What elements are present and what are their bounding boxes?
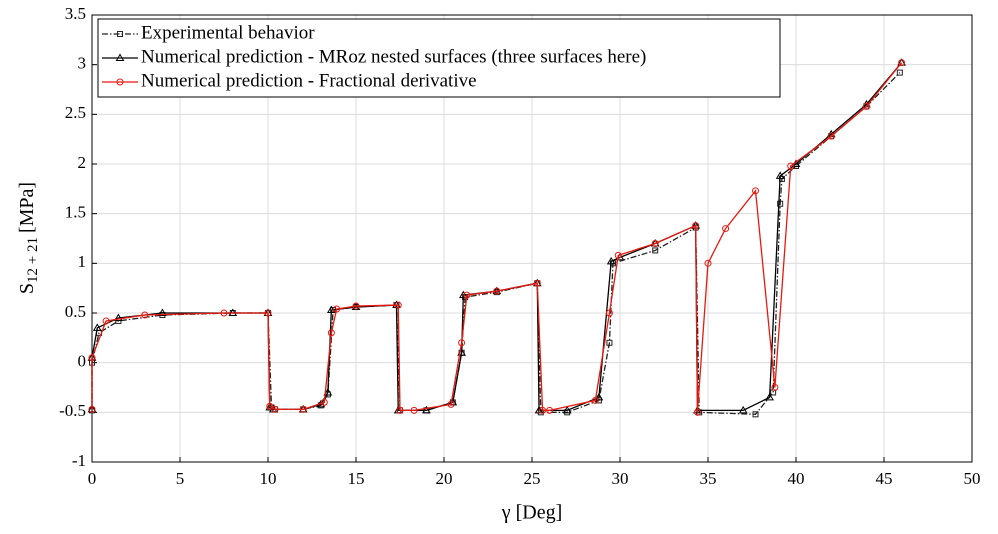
marker	[594, 392, 604, 401]
y-tick-label: 1	[78, 252, 87, 271]
y-label-unit: [MPa]	[16, 182, 38, 233]
plot-frame	[91, 14, 973, 463]
marker	[320, 398, 328, 406]
marker	[562, 405, 572, 414]
marker	[102, 317, 110, 325]
marker	[862, 102, 870, 110]
y-tick-label: 3	[78, 54, 87, 73]
marker	[777, 200, 784, 207]
marker	[534, 405, 544, 414]
y-tick-label: -0.5	[59, 401, 86, 420]
legend-box	[97, 18, 781, 98]
y-tick-label: -1	[72, 451, 86, 470]
marker	[606, 339, 613, 346]
marker	[327, 329, 335, 337]
x-tick-label: 50	[964, 469, 981, 488]
y-axis-label: S12 + 21 [MPa]	[16, 182, 42, 294]
y-tick-label: 3.5	[65, 4, 86, 23]
marker	[652, 247, 659, 254]
marker	[264, 309, 272, 317]
x-tick-label: 45	[876, 469, 893, 488]
marker	[546, 406, 554, 414]
marker	[447, 400, 455, 408]
marker	[458, 290, 468, 299]
marker	[117, 31, 123, 37]
marker	[752, 187, 760, 195]
series-line	[91, 62, 903, 413]
marker	[326, 305, 336, 314]
marker	[591, 396, 599, 404]
x-tick-label: 15	[348, 469, 365, 488]
y-tick-label: 0	[78, 352, 87, 371]
x-tick-label: 10	[260, 469, 277, 488]
marker	[539, 406, 547, 414]
marker	[92, 323, 102, 331]
marker	[787, 162, 795, 170]
y-tick-label: 2	[78, 153, 87, 172]
x-tick-label: 20	[436, 469, 453, 488]
marker	[410, 406, 418, 414]
marker	[396, 406, 404, 414]
marker	[220, 309, 228, 317]
marker	[114, 313, 123, 321]
marker	[704, 259, 712, 267]
marker	[606, 256, 616, 265]
marker	[463, 291, 471, 299]
marker	[88, 354, 96, 362]
legend-label: Numerical prediction - Fractional deriva…	[141, 70, 477, 91]
marker	[765, 392, 774, 401]
marker	[771, 384, 779, 391]
marker	[493, 287, 501, 295]
marker	[752, 411, 759, 418]
marker	[323, 387, 333, 396]
marker	[422, 405, 431, 414]
marker	[352, 302, 360, 310]
legend-label: Numerical prediction - MRoz nested surfa…	[141, 46, 646, 67]
y-label-symbol: S	[16, 283, 38, 294]
x-tick-label: 25	[524, 469, 541, 488]
y-tick-label: 2.5	[65, 103, 86, 122]
legend: Experimental behavior Numerical predictio…	[97, 18, 781, 98]
marker	[738, 405, 748, 414]
marker	[827, 132, 835, 140]
marker	[605, 309, 613, 317]
marker	[88, 405, 96, 413]
marker	[141, 311, 149, 319]
y-label-subscript: 12 + 21	[25, 237, 41, 283]
marker	[116, 78, 124, 86]
marker	[896, 69, 903, 76]
marker	[614, 251, 622, 259]
marker	[533, 279, 541, 287]
marker	[693, 408, 701, 416]
marker	[394, 301, 402, 309]
marker	[158, 308, 167, 316]
y-tick-label: 1.5	[65, 203, 86, 222]
marker	[651, 239, 659, 247]
x-tick-label: 35	[700, 469, 717, 488]
x-axis-label: γ [Deg]	[501, 502, 562, 524]
x-tick-label: 40	[788, 469, 805, 488]
y-tick-label: 0.5	[65, 302, 86, 321]
marker	[299, 405, 307, 413]
marker	[333, 305, 341, 313]
marker	[266, 402, 274, 410]
marker	[271, 405, 279, 413]
marker	[115, 53, 125, 61]
marker	[458, 339, 466, 347]
x-tick-label: 5	[176, 469, 185, 488]
marker	[692, 222, 700, 230]
marker	[775, 171, 785, 179]
marker	[898, 59, 906, 67]
legend-label: Experimental behavior	[141, 22, 315, 43]
marker	[722, 225, 730, 233]
x-tick-label: 0	[88, 469, 97, 488]
x-tick-label: 30	[612, 469, 629, 488]
